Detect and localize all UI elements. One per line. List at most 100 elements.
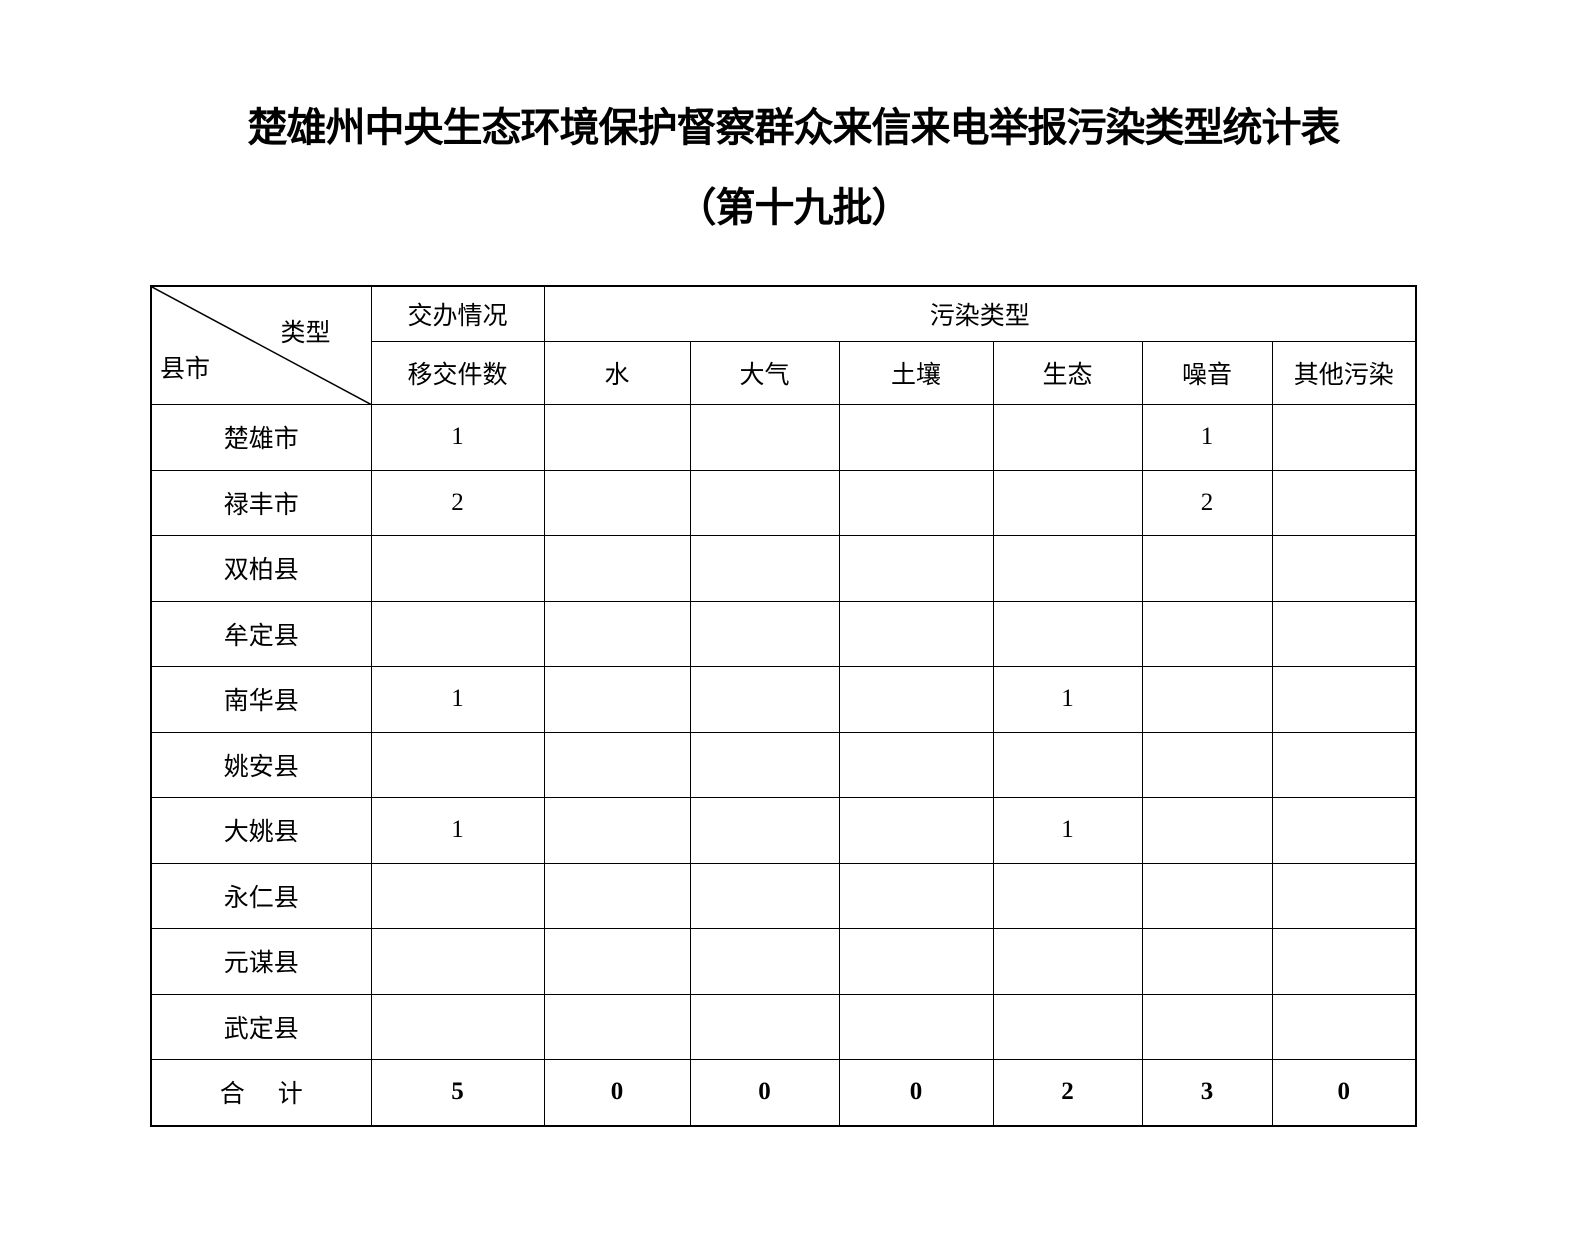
document-subtitle: （第十九批） [676,184,912,231]
document-title: 楚雄州中央生态环境保护督察群众来信来电举报污染类型统计表 [247,104,1341,151]
table-cell [1271,666,1417,733]
table-cell [838,731,994,798]
table-cell [992,600,1143,667]
table-cell [838,600,994,667]
row-label: 永仁县 [150,862,372,929]
row-label: 武定县 [150,993,372,1060]
table-cell [838,666,994,733]
table-cell [1141,993,1273,1060]
table-cell [1271,797,1417,864]
table-cell [689,731,840,798]
table-cell [689,600,840,667]
table-cell [689,404,840,471]
table-cell [838,862,994,929]
row-label: 大姚县 [150,797,372,864]
table-cell [370,993,545,1060]
table-cell [838,404,994,471]
table-cell [543,928,691,995]
row-label: 元谋县 [150,928,372,995]
table-cell: 0 [838,1059,994,1126]
header-group-assignment: 交办情况 [370,285,545,342]
table-cell [1271,600,1417,667]
table-cell [370,928,545,995]
table-cell [1271,404,1417,471]
table-cell [543,993,691,1060]
corner-header-cell: 类型 县市 [150,285,372,405]
table-cell [689,797,840,864]
table-row: 武定县 [150,993,1417,1060]
table-cell [543,535,691,602]
table-cell [992,404,1143,471]
column-header: 噪音 [1141,341,1273,405]
table-cell [1141,535,1273,602]
table-row: 楚雄市 1 1 [150,404,1417,471]
table-row: 双柏县 [150,535,1417,602]
table-cell [543,666,691,733]
table-cell [992,862,1143,929]
table-cell [838,928,994,995]
table-cell: 1 [992,797,1143,864]
table-cell [543,731,691,798]
table-cell: 3 [1141,1059,1273,1126]
column-header: 移交件数 [370,341,545,405]
table-cell: 2 [992,1059,1143,1126]
corner-label-county: 县市 [160,354,211,383]
table-cell [1141,928,1273,995]
corner-label-type: 类型 [280,318,331,347]
table-cell [689,666,840,733]
table-cell [543,469,691,536]
table-cell [689,928,840,995]
table-cell [1271,469,1417,536]
table-cell [1271,862,1417,929]
table-cell [992,469,1143,536]
table-cell [689,862,840,929]
table-cell [1141,797,1273,864]
row-label: 姚安县 [150,731,372,798]
table-row: 南华县 1 1 [150,666,1417,733]
table-cell [689,993,840,1060]
table-cell: 1 [370,404,545,471]
table-cell [689,469,840,536]
diagonal-line [152,287,372,405]
table-cell [992,993,1143,1060]
row-label: 南华县 [150,666,372,733]
table-cell [689,535,840,602]
table-cell [370,535,545,602]
table-cell: 0 [1271,1059,1417,1126]
table-cell: 1 [1141,404,1273,471]
table-cell [838,535,994,602]
table-cell [838,993,994,1060]
table-cell [543,404,691,471]
row-label: 合 计 [150,1059,372,1126]
table-row: 元谋县 [150,928,1417,995]
row-label: 楚雄市 [150,404,372,471]
table-cell: 0 [543,1059,691,1126]
table-row: 牟定县 [150,600,1417,667]
row-label: 双柏县 [150,535,372,602]
table-cell: 2 [370,469,545,536]
table-cell [992,731,1143,798]
table-cell [1271,731,1417,798]
column-header: 生态 [992,341,1143,405]
table-cell: 2 [1141,469,1273,536]
table-cell [1141,731,1273,798]
table-cell [838,797,994,864]
table-row: 姚安县 [150,731,1417,798]
table-cell [543,797,691,864]
table-cell [1271,928,1417,995]
table-cell [370,600,545,667]
column-header: 大气 [689,341,840,405]
column-header: 水 [543,341,691,405]
table-row: 大姚县 1 1 [150,797,1417,864]
table-cell [370,731,545,798]
table-cell [1141,862,1273,929]
table-row: 永仁县 [150,862,1417,929]
table-cell [543,600,691,667]
table-cell [1271,535,1417,602]
header-group-pollution-type: 污染类型 [543,285,1417,342]
column-header: 土壤 [838,341,994,405]
table-cell: 0 [689,1059,840,1126]
row-label: 禄丰市 [150,469,372,536]
table-cell [1271,993,1417,1060]
